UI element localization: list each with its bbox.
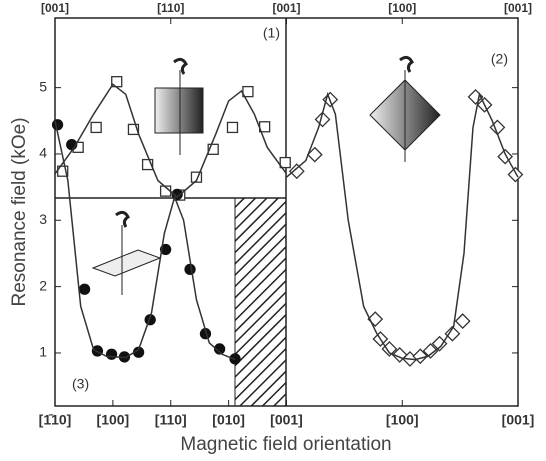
hatched-region	[234, 197, 287, 407]
point	[105, 348, 118, 360]
point	[279, 156, 291, 169]
x-tick-label: [100]	[97, 412, 130, 428]
panel-label: (3)	[72, 376, 89, 392]
point	[454, 313, 471, 330]
y-tick-label: 2	[39, 277, 47, 293]
x2-tick-label: [001]	[504, 1, 532, 15]
x-tick-label: [100]	[386, 412, 419, 428]
y-tick-label: 3	[39, 211, 47, 227]
x-axis-title: Magnetic field orientation	[180, 434, 391, 455]
y-tick-label: 4	[39, 145, 47, 161]
point	[141, 158, 154, 171]
icon-2	[369, 55, 441, 162]
x-tick-label: [001]	[270, 412, 303, 428]
point	[127, 123, 140, 136]
icon-1	[154, 57, 204, 155]
point	[314, 111, 331, 128]
fit-line	[54, 120, 236, 361]
panel-label: (2)	[491, 51, 508, 67]
point	[306, 146, 323, 163]
point	[288, 163, 305, 180]
point	[497, 148, 514, 165]
x-tick-label: [001]	[502, 412, 535, 428]
point	[184, 263, 196, 276]
x-tick-label: [1̄10]	[39, 412, 72, 428]
x2-tick-label: [001]	[41, 1, 69, 15]
y-axis-title: Resonance field (kOe)	[9, 117, 30, 306]
x-tick-label: [010]	[212, 412, 245, 428]
x2-tick-label: [001]	[272, 1, 300, 15]
point	[422, 343, 439, 359]
point	[507, 166, 524, 183]
panel-label: (1)	[263, 25, 280, 41]
icon-3	[91, 210, 162, 295]
point	[444, 325, 461, 342]
y-tick-label: 1	[39, 344, 47, 360]
point	[207, 143, 219, 155]
x-tick-label: [110]	[155, 412, 187, 428]
point	[242, 85, 254, 98]
point	[159, 243, 172, 256]
point	[213, 343, 226, 355]
y-tick-label: 5	[39, 78, 47, 94]
point	[90, 121, 102, 134]
point	[190, 171, 203, 183]
fit-line	[54, 83, 288, 199]
point	[78, 283, 91, 295]
fit-line	[286, 91, 519, 361]
x2-tick-label: [110]	[157, 1, 184, 15]
point	[226, 121, 239, 134]
point	[51, 119, 64, 131]
x2-tick-label: [100]	[388, 1, 416, 15]
